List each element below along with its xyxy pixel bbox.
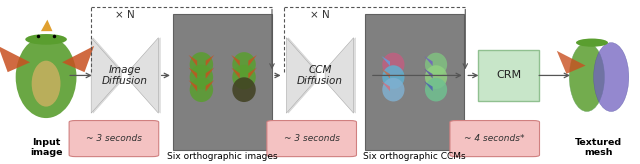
FancyBboxPatch shape (69, 121, 159, 157)
Polygon shape (287, 38, 315, 113)
Polygon shape (62, 46, 94, 72)
Text: ~ 3 seconds: ~ 3 seconds (284, 134, 340, 143)
Polygon shape (205, 68, 214, 79)
Polygon shape (288, 38, 317, 113)
Polygon shape (381, 56, 390, 66)
Text: × N: × N (115, 10, 134, 20)
Ellipse shape (570, 43, 605, 112)
Polygon shape (205, 55, 214, 66)
Polygon shape (424, 56, 433, 66)
Polygon shape (327, 38, 356, 113)
Text: CRM: CRM (496, 71, 522, 80)
Polygon shape (189, 68, 197, 79)
Polygon shape (189, 80, 197, 92)
Polygon shape (557, 51, 586, 74)
Text: × N: × N (310, 10, 330, 20)
Polygon shape (424, 69, 433, 79)
Ellipse shape (425, 78, 447, 102)
Polygon shape (41, 20, 52, 31)
Ellipse shape (32, 61, 60, 107)
Polygon shape (248, 55, 257, 66)
Text: ~ 3 seconds: ~ 3 seconds (86, 134, 142, 143)
Ellipse shape (232, 65, 256, 90)
Polygon shape (130, 38, 159, 113)
Polygon shape (325, 38, 354, 113)
Ellipse shape (594, 43, 629, 112)
Ellipse shape (382, 65, 404, 89)
Polygon shape (0, 46, 30, 72)
Text: Textured
mesh: Textured mesh (575, 138, 622, 157)
Text: Image
Diffusion: Image Diffusion (102, 65, 148, 86)
Polygon shape (381, 69, 390, 79)
Ellipse shape (382, 53, 404, 76)
Ellipse shape (425, 65, 447, 89)
Ellipse shape (189, 52, 213, 77)
Polygon shape (93, 38, 122, 113)
Polygon shape (231, 55, 240, 66)
Polygon shape (205, 80, 214, 92)
Bar (173, 14, 273, 150)
Polygon shape (381, 81, 390, 91)
Ellipse shape (189, 65, 213, 90)
Polygon shape (424, 81, 433, 91)
Ellipse shape (232, 77, 256, 102)
FancyBboxPatch shape (450, 121, 540, 157)
Text: Input
image: Input image (30, 138, 62, 157)
Ellipse shape (382, 78, 404, 102)
Text: ~ 4 seconds*: ~ 4 seconds* (465, 134, 525, 143)
Text: Six orthographic CCMs: Six orthographic CCMs (364, 152, 466, 161)
Ellipse shape (576, 39, 608, 47)
Ellipse shape (15, 36, 77, 118)
FancyBboxPatch shape (267, 121, 356, 157)
Ellipse shape (425, 53, 447, 76)
Polygon shape (92, 38, 120, 113)
Text: CCM
Diffusion: CCM Diffusion (297, 65, 343, 86)
Bar (365, 14, 465, 150)
Ellipse shape (26, 34, 67, 45)
Polygon shape (132, 38, 160, 113)
Polygon shape (189, 55, 197, 66)
Polygon shape (248, 68, 257, 79)
Polygon shape (231, 68, 240, 79)
Ellipse shape (232, 52, 256, 77)
Text: Six orthographic images: Six orthographic images (168, 152, 278, 161)
Ellipse shape (189, 77, 213, 102)
FancyBboxPatch shape (479, 50, 540, 101)
